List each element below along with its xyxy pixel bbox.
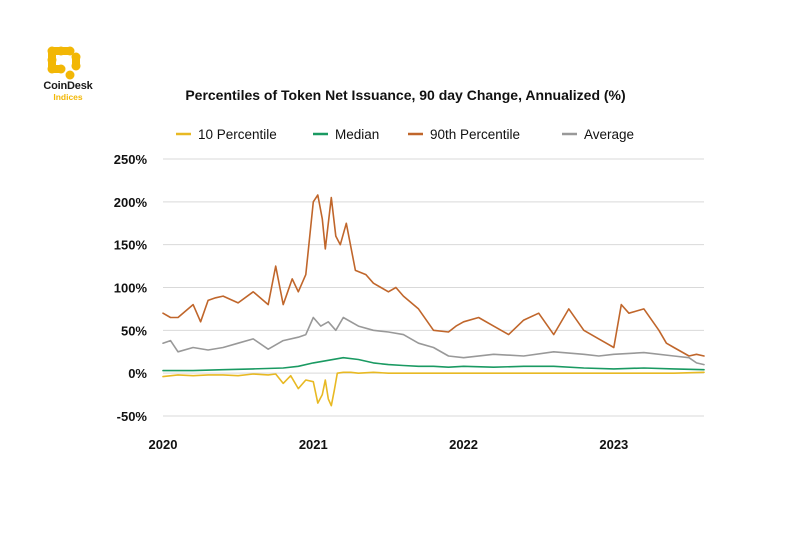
- x-tick-label: 2021: [299, 437, 328, 452]
- series-line-median: [162, 356, 705, 372]
- x-tick-label: 2023: [599, 437, 628, 452]
- logo-subtitle: Indices: [53, 92, 83, 102]
- coindesk-logo: CoinDesk Indices: [38, 46, 98, 116]
- legend-label: Average: [584, 127, 634, 142]
- legend-label: 10 Percentile: [198, 127, 277, 142]
- logo-name: CoinDesk: [43, 80, 93, 92]
- series-line-average: [162, 316, 705, 366]
- legend-label: 90th Percentile: [430, 127, 520, 142]
- chart-title: Percentiles of Token Net Issuance, 90 da…: [185, 87, 626, 103]
- y-tick-label: -50%: [117, 409, 148, 424]
- y-tick-label: 0%: [128, 366, 147, 381]
- y-tick-label: 250%: [114, 152, 148, 167]
- coindesk-logo-icon: [47, 46, 81, 80]
- x-tick-label: 2022: [449, 437, 478, 452]
- x-tick-label: 2020: [149, 437, 178, 452]
- y-tick-label: 50%: [121, 323, 147, 338]
- y-tick-label: 150%: [114, 238, 148, 253]
- series-line-10-percentile: [162, 371, 705, 407]
- legend-label: Median: [335, 127, 379, 142]
- y-tick-label: 100%: [114, 281, 148, 296]
- series-line-90th-percentile: [162, 194, 705, 357]
- y-tick-label: 200%: [114, 195, 148, 210]
